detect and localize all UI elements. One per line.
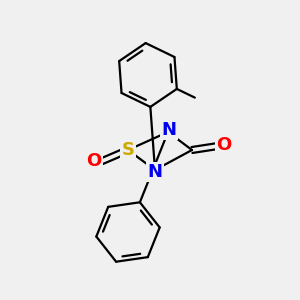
Text: N: N [161, 121, 176, 139]
Text: O: O [86, 152, 102, 170]
Text: S: S [122, 141, 134, 159]
Text: N: N [148, 163, 163, 181]
Text: O: O [216, 136, 232, 154]
